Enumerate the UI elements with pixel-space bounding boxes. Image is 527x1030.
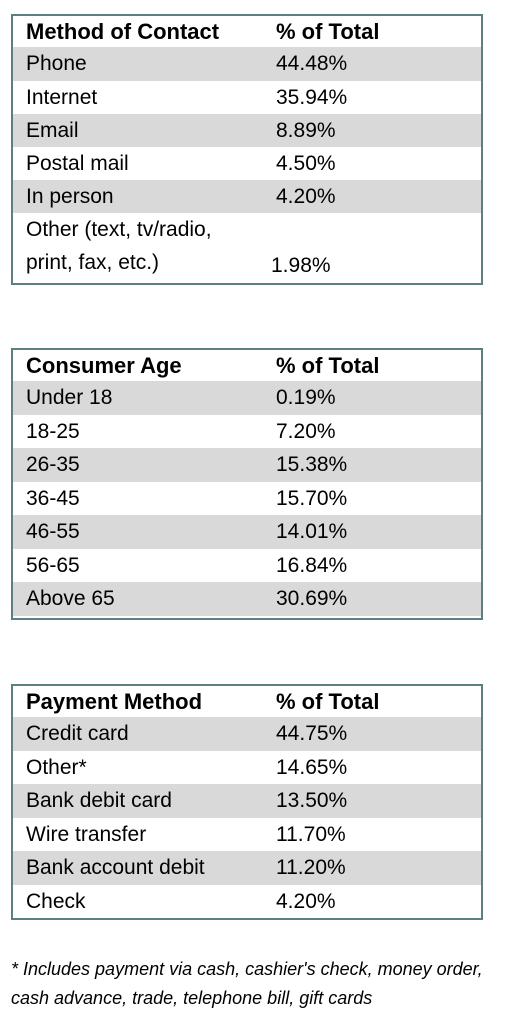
cell-value: 4.50% <box>276 151 336 175</box>
table-row: Bank debit card 13.50% <box>13 784 481 818</box>
table-row: Under 18 0.19% <box>13 381 481 415</box>
cell-value: 16.84% <box>276 553 348 577</box>
cell-label: 56-65 <box>26 553 80 577</box>
cell-label: 18-25 <box>26 419 80 443</box>
cell-value: 7.20% <box>276 419 336 443</box>
cell-value: 4.20% <box>276 184 336 208</box>
cell-label: Check <box>26 889 86 913</box>
column-header: % of Total <box>276 18 380 44</box>
table-row: 56-65 16.84% <box>13 549 481 582</box>
cell-label: In person <box>26 184 114 208</box>
cell-label: Bank debit card <box>26 789 172 812</box>
cell-value: 11.20% <box>276 856 346 879</box>
cell-value: 15.38% <box>276 453 348 476</box>
cell-value: 4.20% <box>276 889 336 913</box>
table-row: Internet 35.94% <box>13 81 481 114</box>
column-header: Consumer Age <box>26 352 182 378</box>
consumer-age-table: Consumer Age % of Total Under 18 0.19% 1… <box>11 348 483 620</box>
cell-label: Phone <box>26 52 87 75</box>
table-row: Check 4.20% <box>13 885 481 918</box>
column-header: % of Total <box>276 352 380 378</box>
table-row: Phone 44.48% <box>13 47 481 81</box>
cell-label: Credit card <box>26 722 129 745</box>
payment-method-table: Payment Method % of Total Credit card 44… <box>11 684 483 920</box>
cell-value: 1.98% <box>271 254 331 277</box>
cell-label: 36-45 <box>26 486 80 510</box>
table-header: Consumer Age % of Total <box>13 350 481 381</box>
cell-label: Wire transfer <box>26 822 147 846</box>
cell-value: 14.65% <box>276 755 348 779</box>
table-row: 46-55 14.01% <box>13 515 481 549</box>
cell-value: 15.70% <box>276 486 348 510</box>
cell-label: Other (text, tv/radio, print, fax, etc.) <box>26 218 212 274</box>
cell-label: 26-35 <box>26 453 80 476</box>
cell-value: 14.01% <box>276 520 348 543</box>
cell-label: Internet <box>26 85 98 109</box>
cell-label: 46-55 <box>26 520 80 543</box>
cell-value: 35.94% <box>276 85 348 109</box>
cell-value: 13.50% <box>276 789 348 812</box>
table-row: In person 4.20% <box>13 180 481 213</box>
cell-label: Email <box>26 118 79 142</box>
table-row: Wire transfer 11.70% <box>13 818 481 851</box>
table-row: Credit card 44.75% <box>13 717 481 751</box>
table-row: Postal mail 4.50% <box>13 147 481 180</box>
table-row: Email 8.89% <box>13 114 481 147</box>
cell-label: Other* <box>26 755 87 779</box>
column-header: % of Total <box>276 688 380 714</box>
table-row: 26-35 15.38% <box>13 448 481 482</box>
table-row: 18-25 7.20% <box>13 415 481 448</box>
table-header: Payment Method % of Total <box>13 686 481 717</box>
footnote: * Includes payment via cash, cashier's c… <box>11 959 483 1008</box>
contact-method-table: Method of Contact % of Total Phone 44.48… <box>11 14 483 285</box>
cell-value: 8.89% <box>276 118 336 142</box>
column-header: Payment Method <box>26 688 203 714</box>
cell-label: Postal mail <box>26 151 129 175</box>
cell-label: Under 18 <box>26 386 113 409</box>
table-row: Other* 14.65% <box>13 751 481 784</box>
cell-label: Bank account debit <box>26 856 205 879</box>
table-row: 36-45 15.70% <box>13 482 481 515</box>
cell-value: 30.69% <box>276 587 348 610</box>
table-row: Bank account debit 11.20% <box>13 851 481 885</box>
cell-value: 0.19% <box>276 386 336 409</box>
table-row: Above 65 30.69% <box>13 582 481 616</box>
cell-value: 44.75% <box>276 722 348 745</box>
table-row: Other (text, tv/radio, print, fax, etc.)… <box>13 213 481 280</box>
cell-value: 44.48% <box>276 52 348 75</box>
table-header: Method of Contact % of Total <box>13 16 481 47</box>
cell-value: 11.70% <box>276 822 346 846</box>
column-header: Method of Contact <box>26 18 220 44</box>
cell-label: Above 65 <box>26 587 115 610</box>
